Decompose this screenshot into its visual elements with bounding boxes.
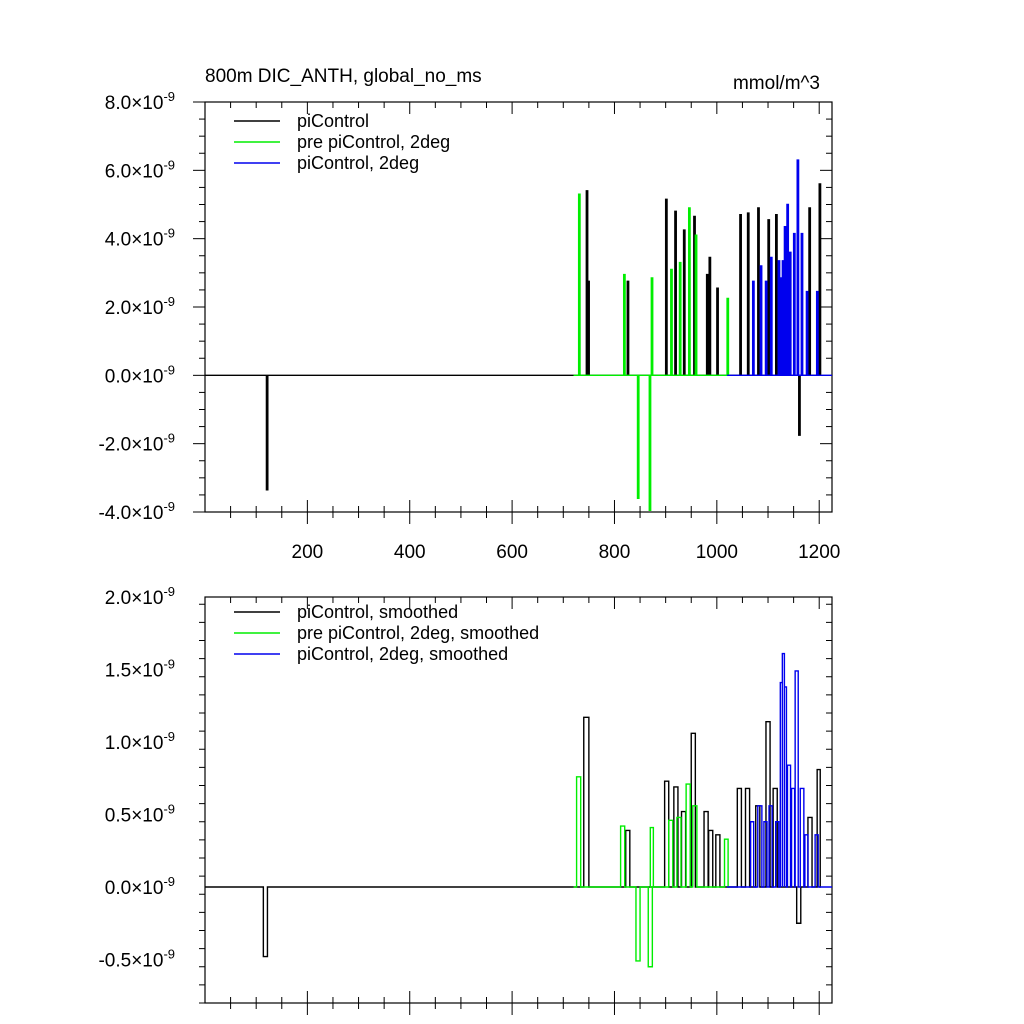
legend-label: pre piControl, 2deg, smoothed (297, 623, 539, 643)
bottom-panel: -0.5×10-9 0.0×10-9 0.5×10-9 1.0×10-9 1.5×10-… (98, 584, 833, 1015)
legend-label: piControl, 2deg, smoothed (297, 644, 508, 664)
series-line-2 (727, 159, 832, 377)
series-line-0 (205, 716, 821, 958)
y-tick-label: 6.0×10-9 (105, 157, 175, 182)
series-line-2 (727, 652, 832, 888)
y-tick-label: -2.0×10-9 (98, 431, 175, 456)
y-tick-label: 0.0×10-9 (105, 874, 175, 899)
y-tick-label: 2.0×10-9 (105, 294, 175, 319)
legend-label: piControl, 2deg (297, 153, 419, 173)
chart-title: 800m DIC_ANTH, global_no_ms (205, 66, 482, 87)
y-tick-label: 4.0×10-9 (105, 226, 175, 251)
x-tick-label: 200 (292, 542, 324, 563)
y-tick-label: -0.5×10-9 (98, 947, 175, 972)
y-tick-label: -4.0×10-9 (98, 499, 175, 524)
y-tick-label: 2.0×10-9 (105, 584, 175, 609)
y-tick-label: 1.5×10-9 (105, 657, 175, 682)
x-tick-label: 400 (394, 542, 426, 563)
y-tick-label: 1.0×10-9 (105, 729, 175, 754)
series-line-1 (573, 193, 730, 511)
units-label: mmol/m^3 (733, 73, 820, 94)
x-tick-label: 600 (496, 542, 528, 563)
top-panel: 200 400 600 800 1000 1200 -4.0×10-9 -2.0×10-9 0.… (98, 66, 840, 563)
series-line-1 (573, 776, 730, 968)
legend-label: piControl (297, 111, 369, 131)
legend-label: piControl, smoothed (297, 602, 458, 622)
x-tick-label: 800 (599, 542, 631, 563)
x-tick-label: 1000 (696, 542, 738, 563)
y-tick-label: 0.5×10-9 (105, 802, 175, 827)
plot-frame (204, 596, 833, 1004)
x-tick-label: 1200 (798, 542, 840, 563)
y-tick-label: 0.0×10-9 (105, 362, 175, 387)
y-tick-label: 8.0×10-9 (105, 89, 175, 114)
legend-label: pre piControl, 2deg (297, 132, 450, 152)
